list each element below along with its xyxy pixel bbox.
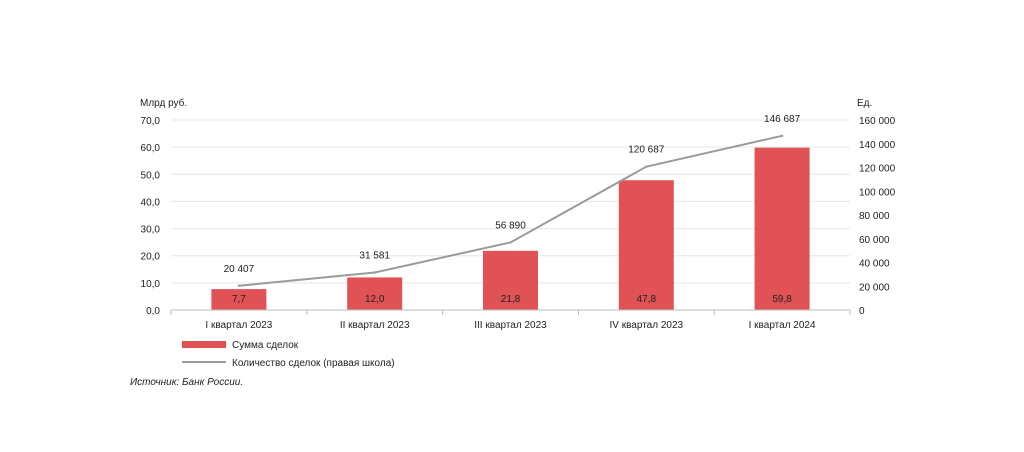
line-point <box>645 165 648 168</box>
bar <box>754 147 810 310</box>
right-tick-label: 120 000 <box>859 164 896 175</box>
left-tick-label: 50,0 <box>141 170 161 181</box>
line-value-label: 120 687 <box>628 145 665 156</box>
axes: Млрд руб. Ед. 0,0 10,0 20,0 30,0 40,0 50,0 60,… <box>140 97 896 331</box>
x-tick-label: I квартал 2024 <box>749 320 816 331</box>
right-tick-label: 100 000 <box>859 187 896 198</box>
left-tick-label: 10,0 <box>141 279 161 290</box>
right-tick-label: 80 000 <box>859 211 890 222</box>
left-tick-label: 0,0 <box>146 306 160 317</box>
line-point <box>237 284 241 287</box>
bar-value-label: 59,8 <box>772 294 792 305</box>
legend-bar-label: Сумма сделок <box>232 340 299 351</box>
left-tick-label: 20,0 <box>141 252 161 263</box>
bar-value-label: 12,0 <box>365 294 385 305</box>
bar-value-label: 47,8 <box>637 294 657 305</box>
bar <box>211 289 267 310</box>
left-tick-label: 60,0 <box>141 143 161 154</box>
right-axis-label: Ед. <box>857 98 872 109</box>
x-tick-label: II квартал 2023 <box>340 320 410 331</box>
right-tick-label: 0 <box>859 306 865 317</box>
bar-value-label: 7,7 <box>232 294 246 305</box>
legend: Сумма сделок Количество сделок (правая ш… <box>182 340 395 369</box>
right-tick-label: 140 000 <box>859 140 896 151</box>
left-tick-label: 70,0 <box>141 116 161 127</box>
line-value-label: 146 687 <box>764 114 801 125</box>
legend-bar-swatch <box>182 341 226 348</box>
line-series <box>237 134 784 287</box>
bars <box>211 147 810 310</box>
right-tick-label: 20 000 <box>859 282 890 293</box>
left-tick-label: 40,0 <box>141 197 161 208</box>
line-point <box>373 271 376 274</box>
x-tick-label: III квартал 2023 <box>474 320 547 331</box>
legend-line-label: Количество сделок (правая школа) <box>232 358 395 369</box>
right-tick-label: 40 000 <box>859 259 890 270</box>
left-axis-label: Млрд руб. <box>140 97 187 109</box>
line-point <box>509 241 512 244</box>
right-tick-label: 160 000 <box>859 116 896 127</box>
line-value-label: 56 890 <box>495 220 526 231</box>
left-tick-label: 30,0 <box>141 225 161 236</box>
grid <box>171 119 850 284</box>
x-tick-label: I квартал 2023 <box>205 320 272 331</box>
right-tick-label: 60 000 <box>859 235 890 246</box>
source-note: Источник: Банк России. <box>130 377 243 388</box>
line-value-label: 20 407 <box>224 264 255 275</box>
bar-value-label: 21,8 <box>501 294 521 305</box>
bar <box>483 250 538 310</box>
bar <box>347 277 403 310</box>
line-point <box>780 134 784 138</box>
x-tick-label: IV квартал 2023 <box>610 320 684 331</box>
bar <box>618 180 674 310</box>
line-value-label: 31 581 <box>359 250 390 261</box>
data-labels: 7,7 12,0 21,8 47,8 59,8 20 407 31 581 56 890 120… <box>224 114 801 305</box>
